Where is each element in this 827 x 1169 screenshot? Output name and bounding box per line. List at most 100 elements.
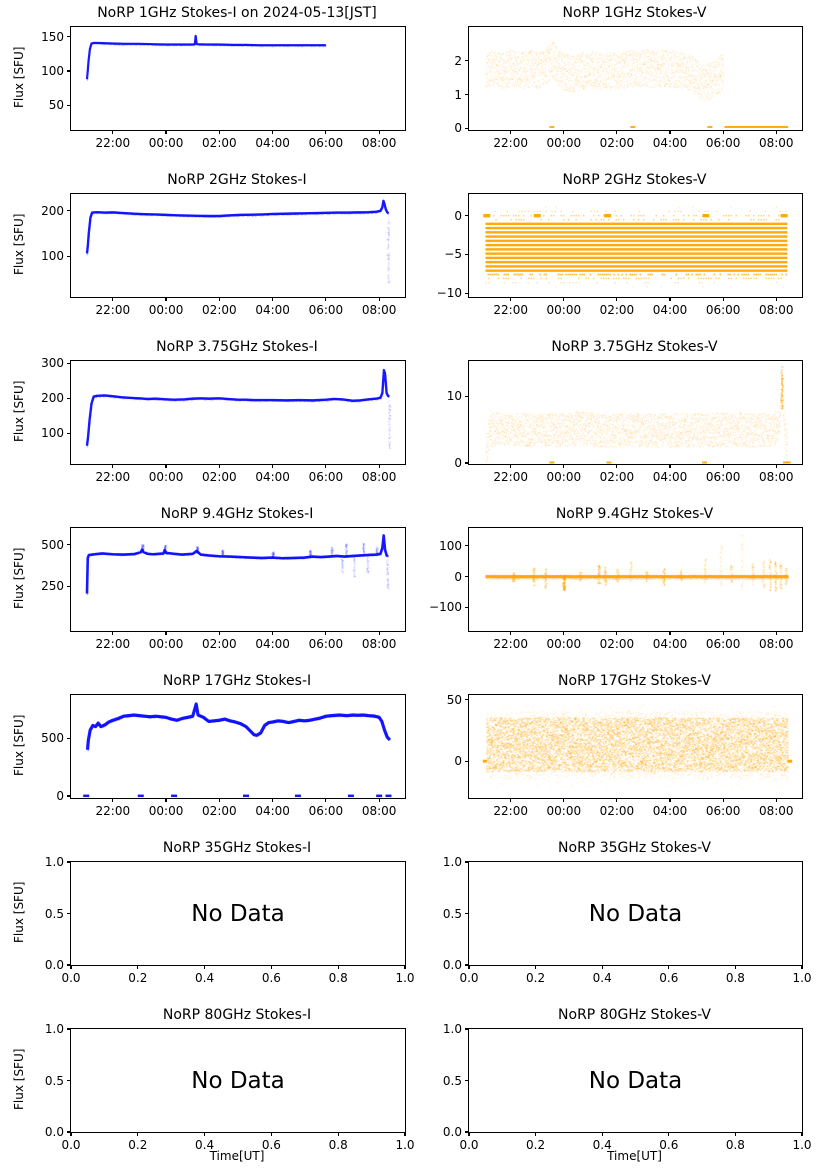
x-tick-label: 02:00 — [202, 470, 237, 484]
y-tick-label: 500 — [41, 731, 64, 746]
plot-title: NoRP 1GHz Stokes-V — [562, 5, 707, 21]
x-tick-label: 08:00 — [361, 804, 397, 818]
x-tick-label: 22:00 — [95, 804, 131, 818]
x-tick-label: 0.2 — [128, 1138, 148, 1152]
plot-area: 0 1 2 22:00 00:00 02:00 04:00 06:00 08:00 — [454, 26, 803, 150]
x-tick-label: 0.6 — [659, 1138, 679, 1152]
y-tick-label: 100 — [41, 426, 64, 441]
x-tick-label: 06:00 — [705, 303, 741, 317]
x-tick-label: 00:00 — [148, 303, 184, 317]
y-tick-label: 0.0 — [44, 958, 64, 972]
x-tick-label: 08:00 — [361, 303, 397, 317]
x-tick-label: 0.8 — [328, 971, 348, 985]
x-tick-label: 06:00 — [308, 637, 344, 651]
y-tick-label: 0 — [56, 789, 64, 804]
y-tick-label: 250 — [41, 579, 64, 594]
plot-title: NoRP 80GHz Stokes-V — [558, 1007, 711, 1023]
x-tick-label: 00:00 — [546, 804, 582, 818]
y-tick-label: 10 — [446, 389, 462, 404]
plot-area: 250 500 22:00 00:00 02:00 04:00 06:00 08:00 — [41, 527, 406, 651]
x-tick-label: 04:00 — [652, 470, 688, 484]
y-tick-label: 200 — [41, 203, 64, 218]
y-tick-label: 0 — [454, 754, 462, 769]
x-tick-label: 02:00 — [202, 804, 237, 818]
x-tick-label: 02:00 — [202, 136, 237, 150]
plot-area: 0 50 22:00 00:00 02:00 04:00 06:00 08:00 — [447, 693, 803, 818]
x-tick-label: 06:00 — [705, 470, 741, 484]
x-tick-label: 02:00 — [599, 804, 635, 818]
x-tick-label: 02:00 — [599, 303, 635, 317]
y-tick-label: 50 — [446, 692, 462, 707]
plot-canvas — [71, 528, 405, 631]
x-tick-label: 08:00 — [361, 637, 397, 651]
y-tick-label: 300 — [41, 356, 64, 371]
y-tick-label: 100 — [41, 63, 64, 78]
x-tick-label: 00:00 — [148, 470, 184, 484]
plot-area: 0 −5 −10 22:00 00:00 02:00 04:00 06:00 08:00 — [437, 193, 803, 317]
x-tick-label: 06:00 — [705, 804, 741, 818]
x-tick-label: 00:00 — [546, 470, 582, 484]
y-tick-label: 100 — [439, 538, 462, 553]
y-tick-label: 0 — [454, 121, 462, 136]
y-tick-label: 0 — [454, 569, 462, 584]
y-tick-label: 0.5 — [44, 1073, 64, 1088]
plot-canvas — [469, 1029, 802, 1132]
x-tick-label: 0.8 — [725, 971, 745, 985]
x-tick-label: 04:00 — [652, 303, 688, 317]
plot-canvas — [469, 862, 802, 965]
x-tick-label: 00:00 — [148, 637, 184, 651]
y-tick-label: 0.5 — [442, 1073, 462, 1088]
subplot-norp-1ghz-stokes-i: NoRP 1GHz Stokes-I on 2024-05-13[JST] Fl… — [0, 0, 413, 167]
x-tick-label: 0.0 — [61, 1138, 81, 1152]
x-axis-label: Time[UT] — [607, 1149, 662, 1163]
y-tick-label: 200 — [41, 391, 64, 406]
plot-canvas — [71, 695, 405, 798]
plot-canvas — [71, 361, 405, 464]
subplot-norp-80ghz-stokes-i: NoRP 80GHz Stokes-I Flux [SFU] No Data 0.… — [0, 1002, 415, 1169]
x-tick-label: 22:00 — [493, 136, 528, 150]
plot-canvas — [71, 862, 405, 965]
x-tick-label: 02:00 — [202, 637, 237, 651]
x-tick-label: 08:00 — [758, 303, 794, 317]
subplot-norp-80ghz-stokes-v: NoRP 80GHz Stokes-V No Data 0.0 0.5 1.0 0.0 0… — [413, 1002, 827, 1169]
x-tick-label: 00:00 — [546, 637, 582, 651]
y-axis-label: Flux [SFU] — [12, 46, 26, 109]
plot-area: 100 200 300 22:00 00:00 02:00 04:00 06:00 08:00 — [41, 356, 406, 484]
y-axis-label: Flux [SFU] — [12, 881, 26, 944]
y-tick-label: 0.0 — [442, 958, 462, 972]
plot-canvas — [469, 361, 802, 464]
x-tick-label: 0.2 — [526, 1138, 546, 1152]
plot-title: NoRP 1GHz Stokes-I on 2024-05-13[JST] — [97, 5, 377, 21]
x-tick-label: 04:00 — [652, 136, 688, 150]
x-tick-label: 00:00 — [546, 303, 582, 317]
plot-area: No Data 0.0 0.5 1.0 0.0 0.2 0.4 0.6 0.8 1.0 — [45, 1022, 415, 1152]
y-axis-label: Flux [SFU] — [12, 1048, 26, 1111]
x-tick-label: 08:00 — [758, 637, 794, 651]
x-tick-label: 06:00 — [308, 303, 344, 317]
x-tick-label: 04:00 — [255, 470, 290, 484]
plot-title: NoRP 9.4GHz Stokes-V — [555, 506, 714, 522]
x-tick-label: 06:00 — [308, 804, 344, 818]
x-tick-label: 02:00 — [202, 303, 237, 317]
plot-title: NoRP 35GHz Stokes-V — [558, 840, 711, 856]
plot-title: NoRP 17GHz Stokes-V — [558, 673, 711, 689]
subplot-norp-17ghz-stokes-v: NoRP 17GHz Stokes-V 0 50 22:00 00:00 02:00 04… — [413, 668, 827, 835]
x-tick-label: 0.4 — [195, 971, 215, 985]
subplot-norp-35ghz-stokes-i: NoRP 35GHz Stokes-I Flux [SFU] No Data 0.… — [0, 835, 415, 1002]
subplot-norp-9.4ghz-stokes-i: NoRP 9.4GHz Stokes-I Flux [SFU] 250 500 22… — [0, 501, 413, 668]
y-tick-label: 1.0 — [442, 1022, 462, 1036]
y-axis-label: Flux [SFU] — [12, 547, 26, 610]
y-tick-label: −5 — [444, 247, 462, 262]
x-tick-label: 0.6 — [659, 971, 679, 985]
y-tick-label: −100 — [429, 600, 462, 615]
x-tick-label: 04:00 — [652, 637, 688, 651]
x-tick-label: 0.8 — [725, 1138, 745, 1152]
y-tick-label: 50 — [48, 98, 64, 113]
subplot-norp-2ghz-stokes-i: NoRP 2GHz Stokes-I Flux [SFU] 100 200 22:0… — [0, 167, 413, 334]
plot-canvas — [71, 1029, 405, 1132]
y-tick-label: −10 — [436, 286, 462, 301]
x-tick-label: 0.0 — [459, 1138, 479, 1152]
plot-title: NoRP 3.75GHz Stokes-V — [551, 339, 718, 355]
x-tick-label: 22:00 — [95, 136, 131, 150]
